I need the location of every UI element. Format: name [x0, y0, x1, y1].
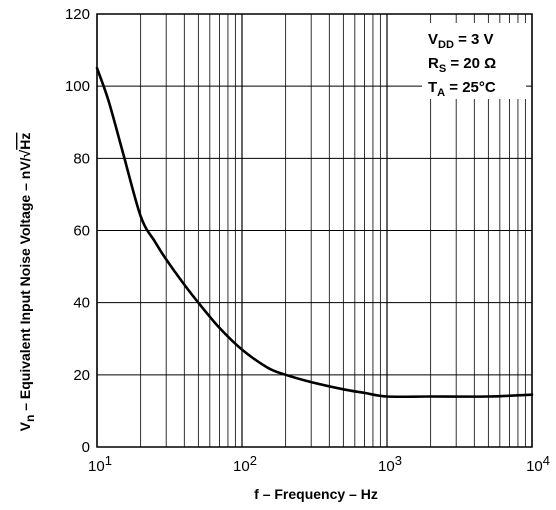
condition-rs: RS = 20 Ω: [428, 55, 496, 75]
plot-frame: [96, 13, 533, 448]
y-tick-label: 0: [82, 439, 90, 456]
y-tick-labels: 0 20 40 60 80 100 120: [65, 6, 90, 456]
conditions-background: [422, 23, 526, 99]
y-tick-label: 40: [73, 295, 90, 312]
condition-ta-value: = 25°C: [445, 79, 496, 96]
y-axis-label-sub: n: [23, 415, 37, 422]
noise-curve-layer: [95, 66, 534, 399]
x-tick-label: 103: [378, 453, 402, 475]
y-axis-label: Vn – Equivalent Input Noise Voltage – nV…: [17, 133, 37, 432]
x-tick-label: 101: [88, 453, 112, 475]
x-tick-label: 102: [233, 453, 257, 475]
condition-vdd-value: = 3 V: [454, 31, 494, 48]
y-tick-label: 100: [65, 78, 90, 95]
condition-rs-main: R: [428, 55, 439, 72]
y-tick-label: 120: [65, 6, 90, 23]
condition-rs-value: = 20 Ω: [446, 55, 496, 72]
condition-ta: TA = 25°C: [428, 79, 496, 99]
conditions-box: VDD = 3 V RS = 20 Ω TA = 25°C: [422, 23, 526, 99]
y-axis-label-root: √: [17, 149, 33, 157]
condition-ta-sub: A: [437, 87, 445, 99]
y-axis-label-root-arg: Hz: [17, 133, 33, 150]
condition-ta-main: T: [428, 79, 437, 96]
noise-curve: [95, 66, 534, 399]
y-axis-label-text: – Equivalent Input Noise Voltage – nV/: [17, 157, 33, 414]
y-axis-label-main: V: [17, 421, 33, 431]
y-tick-label: 80: [73, 150, 90, 167]
condition-vdd-main: V: [428, 31, 438, 48]
y-tick-label: 20: [73, 367, 90, 384]
x-tick-label: 104: [526, 453, 550, 475]
y-tick-label: 60: [73, 223, 90, 240]
condition-vdd-sub: DD: [438, 39, 454, 51]
x-axis-label: f – Frequency – Hz: [254, 486, 378, 502]
condition-rs-sub: S: [439, 63, 446, 75]
x-tick-labels: 101 102 103 104: [88, 453, 550, 475]
condition-vdd: VDD = 3 V: [428, 31, 494, 51]
